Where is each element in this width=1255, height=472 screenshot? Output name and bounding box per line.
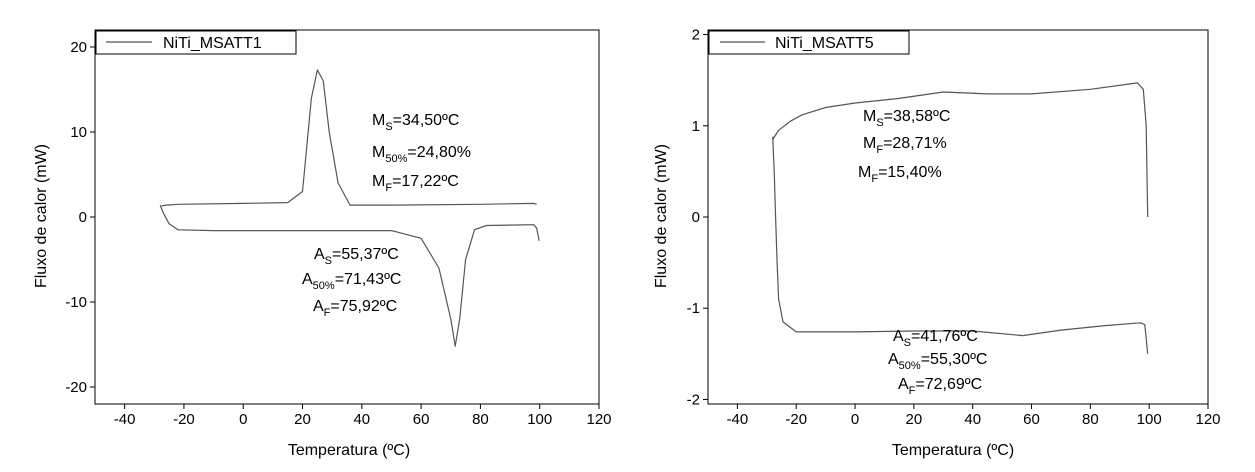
x-axis-label-left: Temperatura (ºC) [288,442,410,459]
y-tick-label: -20 [65,379,87,396]
x-tick-label: 40 [353,411,370,428]
plot-frame-right [707,29,1209,405]
annotation-mf1-right: MF=28,71% [863,135,947,156]
chart-right: -40 -20 0 20 40 60 80 100 120 -2 -1 0 1 2 NiTi_MSATT5… [653,27,1221,459]
y-tick-label: 20 [70,39,87,56]
annotation-a50-left: A50%=71,43ºC [302,271,401,292]
x-tick-label: -20 [785,411,807,428]
y-tick-label: -2 [687,391,700,408]
annotation-mf2-right: MF=15,40% [858,164,942,185]
annotation-ms-left: MS=34,50ºC [372,112,459,133]
x-tick-label: 20 [906,411,923,428]
annotation-ms-right: MS=38,58ºC [863,108,950,129]
x-tick-label: 100 [1137,411,1162,428]
x-tick-label: -40 [727,411,749,428]
annotation-af-left: AF=75,92ºC [313,298,397,319]
y-tick-label: 10 [70,124,87,141]
annotation-as-left: AS=55,37ºC [314,246,399,267]
ticks-right: -40 -20 0 20 40 60 80 100 120 -2 -1 0 1 2 [687,27,1221,428]
x-axis-label-right: Temperatura (ºC) [892,442,1014,459]
y-tick-label: 0 [692,209,700,226]
series-line-cooling [161,69,537,207]
x-tick-label: 0 [851,411,859,428]
plot-frame-left [94,29,600,405]
legend-label-left: NiTi_MSATT1 [163,35,262,52]
series-line-cooling [772,82,1149,218]
series-line-heating [772,136,1149,354]
x-tick-label: 80 [1082,411,1099,428]
y-tick-label: 0 [79,209,87,226]
y-tick-label: 1 [692,118,700,135]
x-tick-label: -40 [114,411,136,428]
y-axis-label-left: Fluxo de calor (mW) [33,144,50,288]
ticks-left: -40 -20 0 20 40 60 80 100 120 -20 -10 0 10 20 [65,39,611,428]
x-tick-label: 120 [586,411,611,428]
x-tick-label: 0 [239,411,247,428]
y-tick-label: -1 [687,300,700,317]
x-tick-label: 120 [1195,411,1220,428]
chart-left: -40 -20 0 20 40 60 80 100 120 -20 -10 0 10 20 NiTi_MS… [33,29,612,459]
legend-box-left [95,30,297,55]
curves-left [159,69,540,347]
x-tick-label: -20 [173,411,195,428]
annotation-a50-right: A50%=55,30ºC [888,351,987,372]
curves-right [772,82,1149,354]
legend-box-right [708,30,910,55]
x-tick-label: 100 [527,411,552,428]
series-line-heating [159,204,540,347]
x-tick-label: 60 [1023,411,1040,428]
annotation-mf-left: MF=17,22ºC [372,173,459,194]
annotation-as-right: AS=41,76ºC [893,328,978,349]
x-tick-label: 40 [964,411,981,428]
x-tick-label: 20 [294,411,311,428]
y-tick-label: 2 [692,27,700,44]
x-tick-label: 60 [413,411,430,428]
annotation-m50-left: M50%=24,80% [372,144,471,165]
y-tick-label: -10 [65,294,87,311]
annotation-af-right: AF=72,69ºC [898,376,982,397]
y-axis-label-right: Fluxo de calor (mW) [653,144,670,288]
legend-label-right: NiTi_MSATT5 [775,35,874,52]
x-tick-label: 80 [472,411,489,428]
